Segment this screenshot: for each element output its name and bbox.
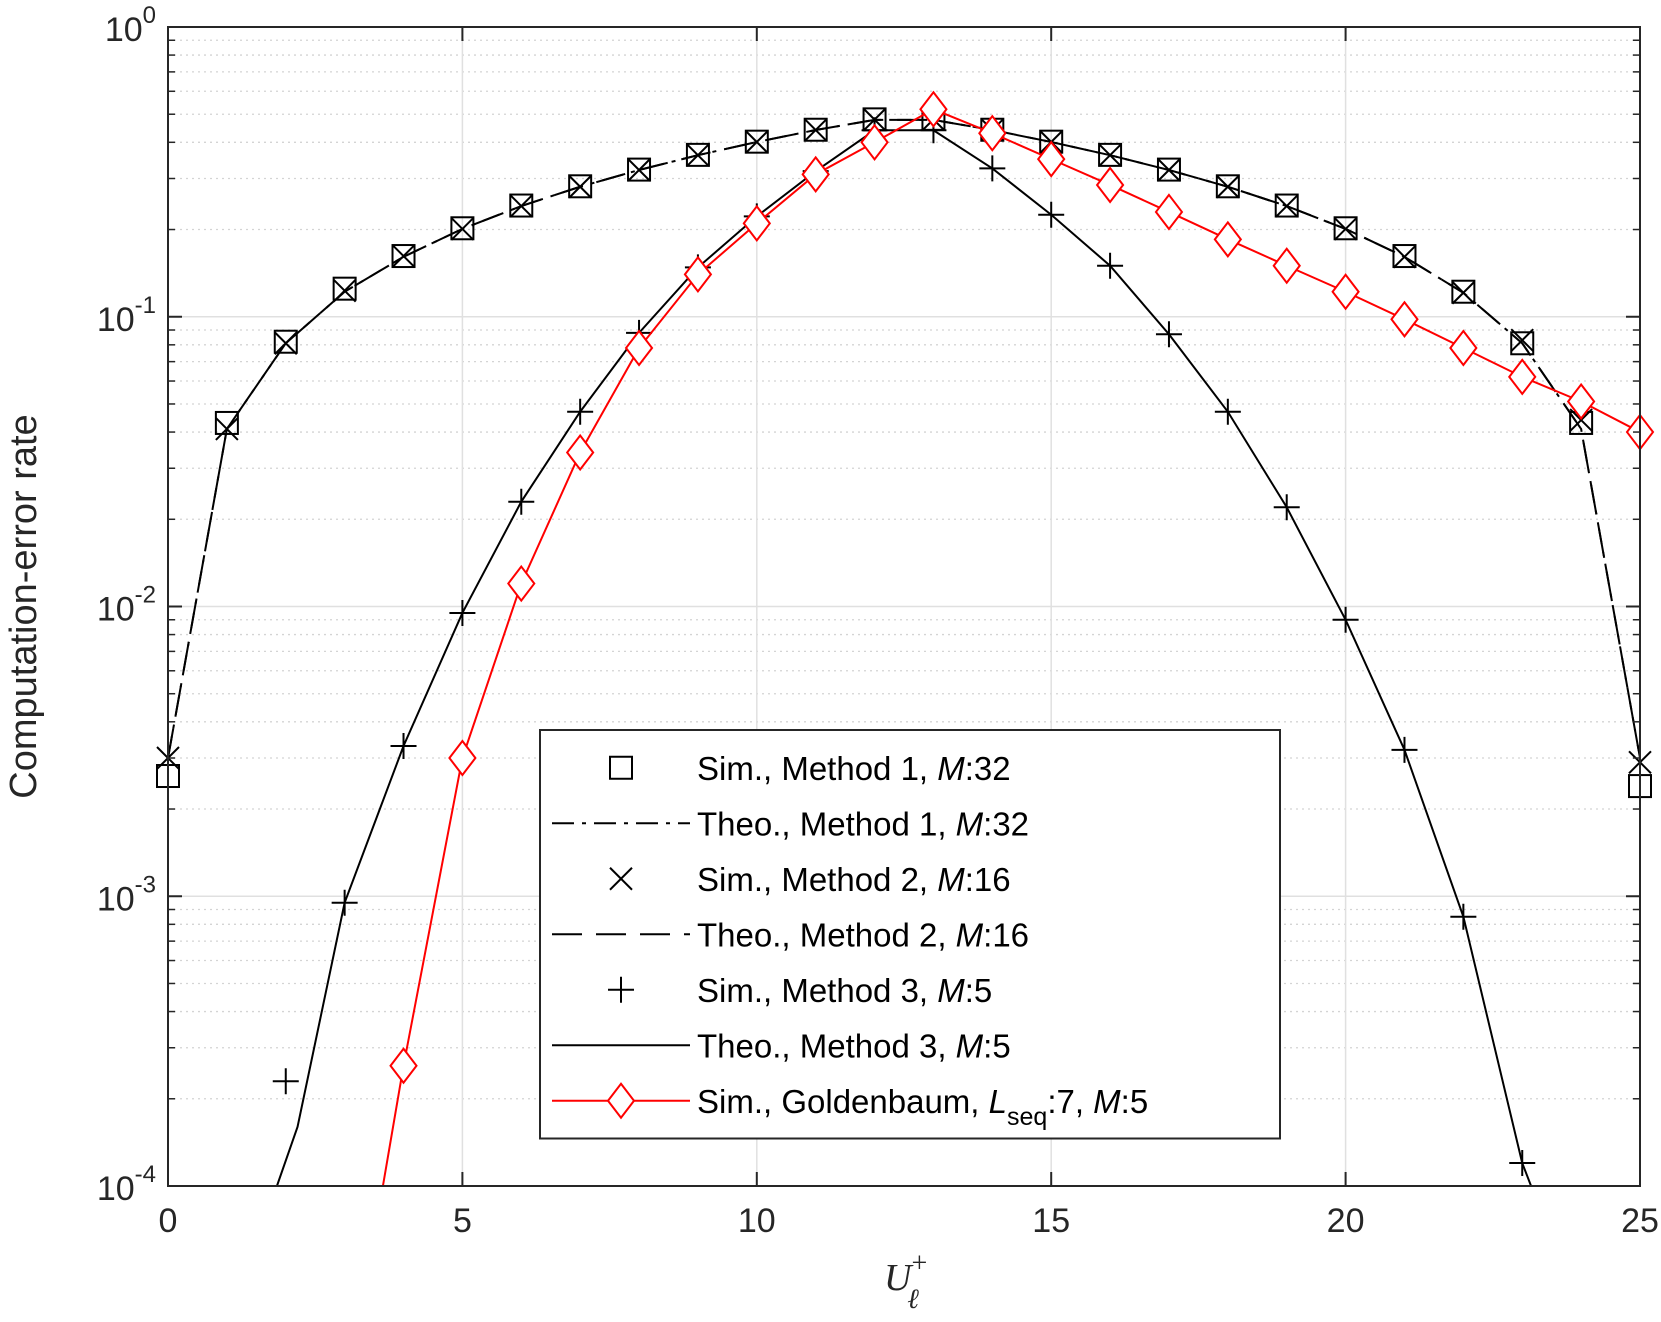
data-point [448, 739, 477, 777]
legend-item: Sim., Method 1, M:32 [609, 750, 1011, 787]
data-point [860, 123, 889, 161]
legend-item: Sim., Goldenbaum, Lseq:7, M:5 [552, 1082, 1148, 1131]
legend-label: Sim., Method 3, M:5 [697, 972, 992, 1009]
series-4 [168, 118, 1640, 759]
axis-ticks: 0 5 10 15 20 25 100 10-1 10-2 10-3 10-4 [97, 2, 1659, 1240]
series-2 [168, 118, 1640, 759]
data-point [624, 329, 654, 367]
data-point [803, 117, 828, 142]
legend-item: Theo., Method 3, M:5 [552, 1027, 1011, 1064]
data-point [509, 193, 534, 218]
data-point [1272, 247, 1301, 285]
data-point [1154, 193, 1184, 231]
plot-series [156, 90, 1655, 1186]
data-point [1036, 140, 1066, 178]
x-axis-title-text: U+ ℓ [884, 1248, 927, 1315]
data-point [1510, 328, 1534, 352]
y-axis-title: Computation-error rate [3, 414, 45, 798]
data-point [391, 244, 416, 269]
series-line [168, 118, 1640, 759]
legend-label: Sim., Method 2, M:16 [697, 861, 1011, 898]
data-point [273, 329, 298, 354]
data-point [685, 142, 710, 167]
data-point [1274, 193, 1299, 218]
legend-marker-sample [609, 867, 633, 891]
legend-marker-sample [606, 1082, 636, 1120]
x-tick-label: 0 [159, 1202, 178, 1240]
data-point [627, 157, 652, 182]
y-tick-label: 10-1 [97, 292, 156, 339]
data-point [1095, 166, 1125, 204]
data-point [1449, 329, 1478, 367]
y-tick-label: 10-4 [97, 1161, 156, 1208]
legend-label: Sim., Goldenbaum, Lseq:7, M:5 [697, 1083, 1148, 1131]
legend-item: Sim., Method 3, M:5 [608, 972, 992, 1009]
legend: Sim., Method 1, M:32 Theo., Method 1, M:3… [539, 729, 1281, 1140]
data-point [1392, 244, 1417, 269]
data-point [1156, 157, 1181, 182]
data-point [683, 255, 713, 294]
data-point [1451, 279, 1476, 304]
data-point [1510, 331, 1535, 356]
series-6 [275, 129, 1533, 1186]
data-point [1331, 273, 1360, 311]
data-point [1566, 382, 1596, 421]
x-tick-label: 25 [1621, 1202, 1659, 1240]
data-point [389, 1047, 418, 1085]
data-point [507, 564, 536, 603]
y-tick-label: 10-2 [97, 582, 156, 629]
x-axis-title: U+ ℓ [884, 1248, 927, 1315]
data-point [272, 1068, 299, 1095]
series-line [168, 118, 1640, 759]
legend-marker-sample [609, 755, 633, 780]
x-tick-label: 5 [453, 1202, 472, 1240]
data-point [565, 433, 595, 472]
data-point [745, 130, 769, 154]
x-tick-label: 20 [1327, 1202, 1365, 1240]
data-point [1333, 216, 1358, 241]
legend-item: Theo., Method 1, M:32 [552, 805, 1029, 842]
data-point [1215, 174, 1240, 199]
data-point [744, 129, 769, 154]
data-point [450, 217, 475, 241]
y-tick-label: 100 [105, 2, 156, 49]
data-point [1098, 143, 1122, 167]
data-point [1098, 142, 1123, 167]
legend-label: Theo., Method 2, M:16 [697, 916, 1029, 953]
data-point [332, 276, 357, 301]
legend-item: Theo., Method 2, M:16 [552, 916, 1029, 953]
legend-item: Sim., Method 2, M:16 [609, 861, 1011, 898]
data-point [568, 174, 593, 199]
data-point [978, 114, 1007, 152]
data-point [1216, 175, 1240, 199]
legend-label: Theo., Method 3, M:5 [697, 1027, 1011, 1064]
series-1 [156, 106, 1652, 799]
data-point [1507, 358, 1537, 396]
legend-marker-sample [608, 976, 634, 1003]
x-tick-label: 10 [738, 1202, 776, 1240]
series-7 [381, 90, 1655, 1186]
data-point [801, 155, 830, 194]
y-tick-label: 10-3 [97, 871, 156, 918]
series-3 [156, 107, 1652, 774]
series-line [275, 129, 1533, 1186]
legend-label: Sim., Method 1, M:32 [697, 750, 1011, 787]
data-point [1213, 220, 1243, 258]
data-point [919, 90, 948, 128]
data-point [1390, 300, 1419, 338]
x-tick-label: 15 [1032, 1202, 1070, 1240]
data-point [742, 204, 772, 243]
legend-label: Theo., Method 1, M:32 [697, 805, 1029, 842]
data-point [450, 216, 475, 241]
